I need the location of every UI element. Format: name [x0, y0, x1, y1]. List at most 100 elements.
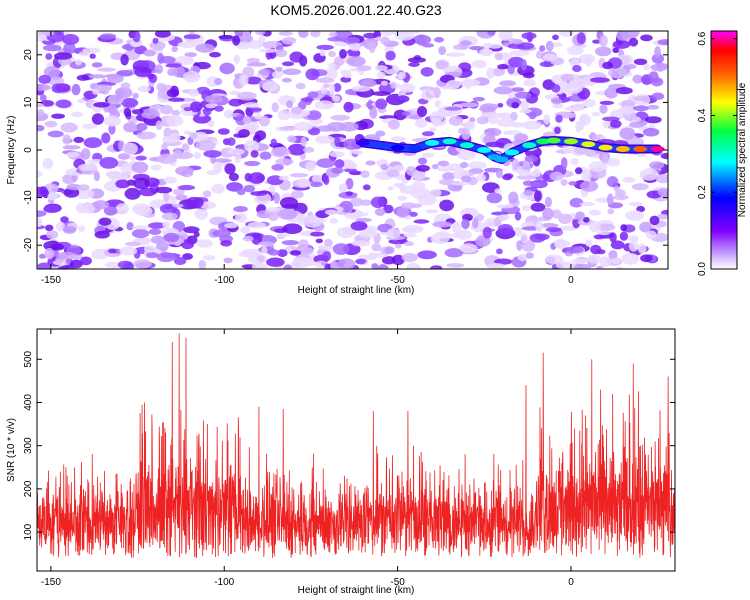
noise-blob	[37, 210, 47, 217]
noise-blob	[224, 223, 238, 229]
noise-blob	[345, 162, 358, 170]
y-tick-label: -20	[23, 238, 34, 253]
noise-blob	[612, 40, 631, 49]
noise-blob	[360, 79, 377, 87]
noise-blob	[293, 122, 313, 132]
y-tick-label: 200	[23, 480, 34, 497]
noise-blob	[152, 37, 159, 44]
noise-blob	[93, 170, 100, 182]
noise-blob	[460, 40, 472, 46]
noise-blob	[525, 252, 534, 259]
noise-blob	[371, 263, 379, 269]
noise-blob	[271, 71, 283, 79]
noise-blob	[554, 126, 561, 135]
noise-blob	[572, 258, 590, 264]
noise-blob	[578, 54, 596, 64]
noise-blob	[339, 49, 347, 59]
noise-blob	[643, 62, 650, 71]
noise-blob	[282, 61, 295, 67]
noise-blob	[289, 173, 309, 178]
colorbar: 0.0 0.2 0.4 0.6 Normalized spectral amplitu…	[697, 30, 748, 276]
noise-blob	[358, 230, 378, 238]
noise-blob	[328, 51, 336, 58]
noise-blob	[510, 50, 530, 56]
noise-blob	[44, 120, 58, 128]
noise-blob	[160, 104, 173, 115]
noise-blob	[476, 116, 490, 125]
noise-blob	[165, 63, 182, 68]
noise-blob	[384, 246, 395, 255]
noise-blob	[351, 240, 371, 247]
noise-blob	[435, 60, 449, 70]
noise-blob	[183, 107, 192, 112]
noise-blob	[331, 167, 344, 174]
noise-blob	[136, 238, 156, 243]
noise-blob	[648, 71, 659, 83]
colorbar-ticks: 0.0 0.2 0.4 0.6	[697, 31, 737, 276]
noise-blob	[403, 233, 418, 238]
noise-blob	[150, 164, 162, 171]
noise-blob	[37, 84, 51, 91]
noise-blob	[420, 67, 434, 77]
noise-blob	[137, 85, 151, 93]
noise-blob	[437, 166, 454, 172]
noise-blob	[327, 37, 344, 42]
noise-blob	[621, 252, 640, 265]
noise-blob	[37, 33, 47, 42]
noise-blob	[507, 38, 518, 43]
noise-blob	[622, 176, 636, 183]
noise-blob	[636, 205, 645, 213]
noise-blob	[502, 174, 513, 181]
noise-blob	[606, 176, 619, 188]
noise-blob	[461, 128, 471, 140]
noise-blob	[337, 258, 356, 269]
noise-blob	[182, 71, 201, 83]
noise-blob	[555, 114, 563, 123]
noise-blob	[619, 105, 636, 115]
ridge-point	[536, 138, 551, 145]
noise-blob	[121, 97, 139, 108]
noise-blob	[367, 252, 378, 261]
noise-blob	[157, 53, 165, 64]
noise-blob	[496, 118, 516, 128]
noise-blob	[332, 95, 340, 102]
noise-blob	[196, 140, 216, 151]
y-tick-label: 20	[23, 49, 34, 61]
noise-blob	[448, 115, 463, 126]
noise-blob	[60, 122, 78, 133]
noise-blob	[396, 95, 410, 103]
noise-blob	[246, 57, 260, 64]
noise-blob	[460, 175, 472, 183]
noise-blob	[45, 53, 53, 60]
noise-blob	[558, 213, 573, 224]
noise-blob	[539, 223, 559, 228]
snr-panel: -150 -100 -50 0 100 200 300 400 500 Height of s…	[6, 328, 676, 596]
noise-blob	[189, 132, 198, 139]
x-tick-label: -100	[214, 275, 234, 286]
noise-blob	[554, 238, 567, 250]
noise-blob	[283, 264, 293, 269]
x-tick-label: -50	[390, 577, 405, 588]
noise-blob	[451, 221, 462, 234]
noise-blob	[329, 151, 345, 158]
noise-blob	[352, 150, 364, 155]
noise-blob	[610, 258, 622, 264]
noise-blob	[282, 68, 302, 76]
noise-blob	[147, 73, 155, 80]
noise-blob	[132, 92, 139, 99]
noise-blob	[551, 84, 561, 93]
noise-blob	[97, 67, 116, 72]
noise-blob	[534, 190, 542, 202]
noise-blob	[610, 240, 625, 250]
noise-blob	[156, 252, 176, 262]
noise-blob	[315, 238, 323, 244]
noise-blob	[75, 188, 95, 199]
noise-blob	[42, 44, 62, 52]
noise-blob	[181, 143, 190, 151]
noise-blob	[250, 191, 268, 196]
noise-blob	[324, 263, 332, 269]
noise-blob	[524, 155, 538, 163]
noise-blob	[610, 119, 622, 128]
noise-blob	[371, 243, 382, 252]
